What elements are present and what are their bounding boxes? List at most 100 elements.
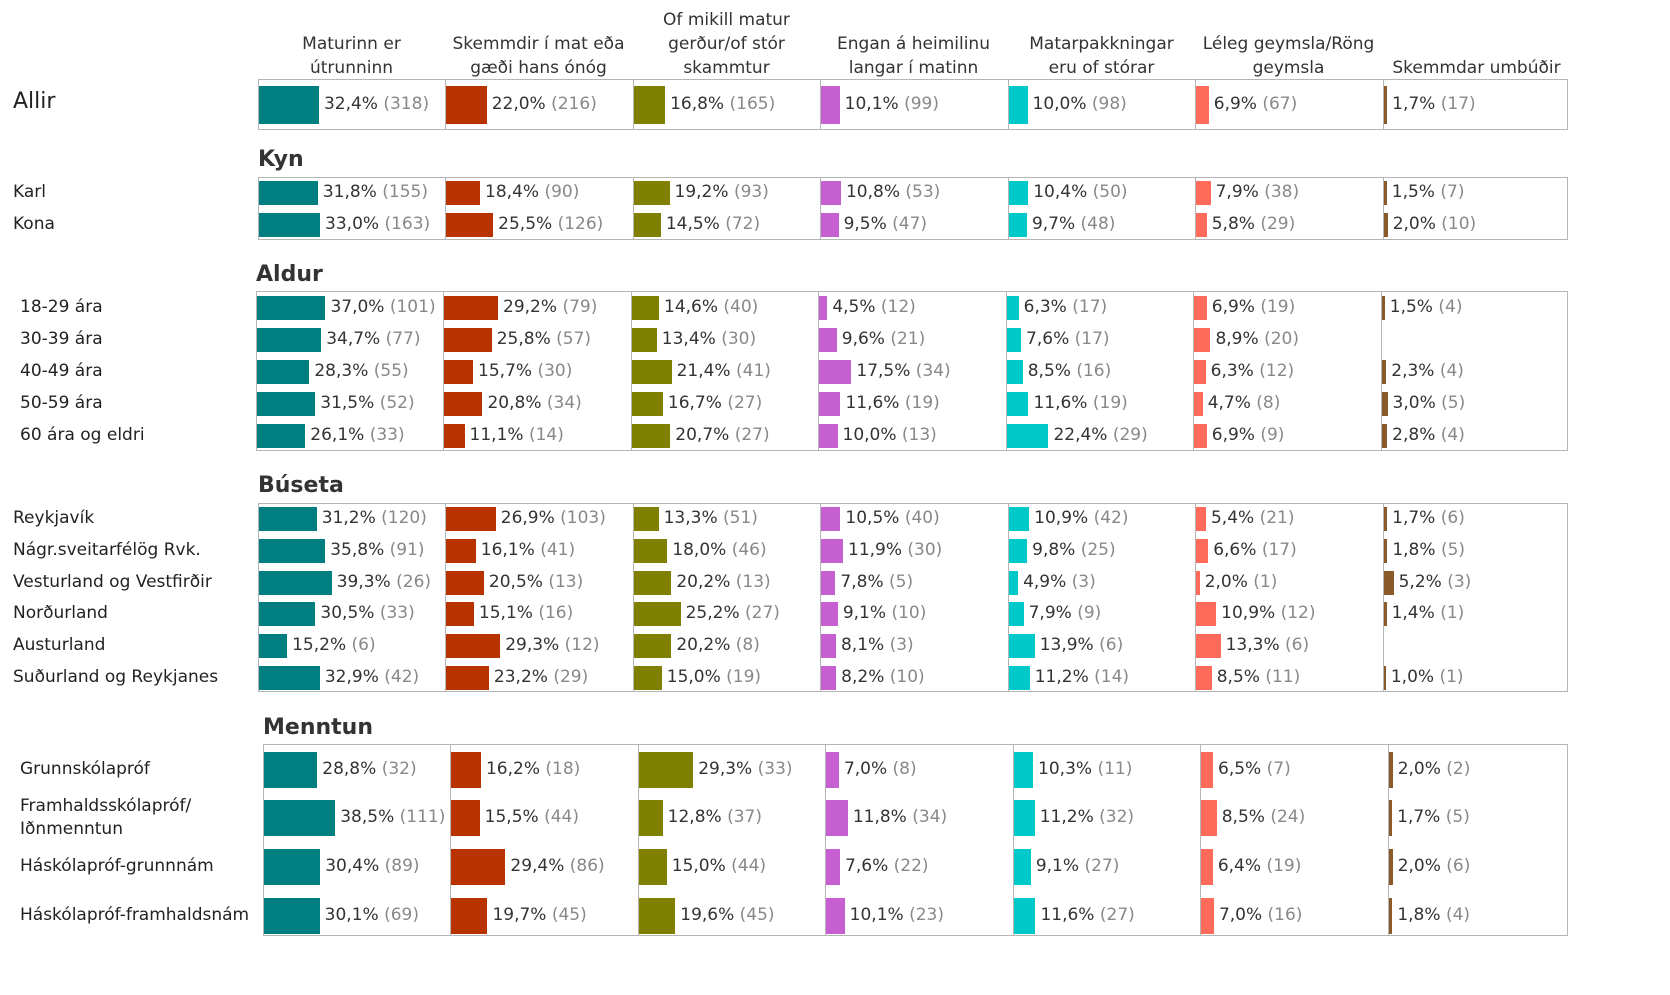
bar — [1382, 360, 1387, 384]
data-label: 13,3% (6) — [1226, 635, 1310, 655]
value-label: 1,5% — [1391, 182, 1435, 202]
data-label: 25,5% (126) — [498, 214, 603, 234]
value-label: 13,3% — [1225, 635, 1280, 655]
bar — [259, 539, 326, 563]
data-label: 1,8% (4) — [1397, 905, 1470, 925]
value-label: 11,6% — [1040, 905, 1095, 925]
bar — [1014, 898, 1036, 934]
data-label: 2,0% (1) — [1205, 572, 1278, 592]
data-label: 37,0% (101) — [330, 297, 435, 317]
bar — [826, 752, 839, 788]
bar — [257, 392, 316, 416]
count-label: (4) — [1439, 361, 1464, 381]
value-label: 8,5% — [1216, 667, 1260, 687]
value-label: 5,4% — [1210, 508, 1255, 528]
value-label: 20,7% — [675, 425, 730, 445]
column-divider — [633, 79, 634, 130]
count-label: (21) — [890, 329, 926, 349]
count-label: (79) — [562, 297, 598, 317]
count-label: (32) — [1099, 807, 1135, 827]
value-label: 15,0% — [671, 856, 726, 876]
value-label: 2,0% — [1392, 214, 1436, 234]
count-label: (98) — [1091, 94, 1127, 114]
count-label: (6) — [1440, 508, 1465, 528]
value-label: 28,3% — [314, 361, 369, 381]
value-label: 22,0% — [491, 94, 546, 114]
data-label: 1,7% (17) — [1392, 94, 1476, 114]
value-label: 10,1% — [849, 905, 904, 925]
data-label: 13,9% (6) — [1040, 635, 1124, 655]
data-label: 19,6% (45) — [680, 905, 774, 925]
column-header: Léleg geymsla/Röng geymsla — [1202, 34, 1375, 78]
count-label: (5) — [1441, 393, 1466, 413]
value-label: 22,4% — [1053, 425, 1108, 445]
bar — [826, 898, 845, 934]
value-label: 25,5% — [498, 214, 553, 234]
bar — [444, 328, 492, 352]
data-label: 2,0% (10) — [1393, 214, 1477, 234]
row-label: Háskólapróf-grunnnám — [20, 856, 214, 876]
bar — [821, 666, 837, 690]
data-label: 13,3% (51) — [664, 508, 758, 528]
bar — [821, 602, 838, 626]
value-label: 10,9% — [1034, 508, 1089, 528]
value-label: 16,8% — [670, 94, 725, 114]
count-label: (20) — [1264, 329, 1299, 349]
count-label: (17) — [1261, 540, 1297, 560]
data-label: 1,0% (1) — [1391, 667, 1464, 687]
data-label: 30,4% (89) — [325, 856, 419, 876]
column-divider — [825, 744, 826, 936]
value-label: 11,9% — [848, 540, 903, 560]
data-label: 4,9% (3) — [1023, 572, 1096, 592]
data-label: 25,8% (57) — [497, 329, 591, 349]
bar — [1194, 360, 1206, 384]
value-label: 11,6% — [845, 393, 900, 413]
count-label: (34) — [915, 361, 951, 381]
bar — [1194, 296, 1207, 320]
bar — [819, 392, 841, 416]
data-label: 30,1% (69) — [325, 905, 419, 925]
value-label: 6,6% — [1213, 540, 1257, 560]
value-label: 33,0% — [325, 214, 380, 234]
data-label: 6,9% (19) — [1212, 297, 1296, 317]
count-label: (3) — [889, 635, 914, 655]
value-label: 16,1% — [480, 540, 535, 560]
value-label: 6,9% — [1213, 94, 1257, 114]
count-label: (44) — [731, 856, 767, 876]
data-label: 30,5% (33) — [320, 603, 414, 623]
bar — [451, 752, 481, 788]
count-label: (29) — [1112, 425, 1148, 445]
column-divider — [1195, 79, 1196, 130]
bar — [446, 213, 494, 237]
value-label: 2,0% — [1397, 759, 1441, 779]
data-label: 5,8% (29) — [1212, 214, 1296, 234]
data-label: 14,6% (40) — [664, 297, 758, 317]
count-label: (1) — [1439, 667, 1464, 687]
count-label: (24) — [1270, 807, 1306, 827]
data-label: 38,5% (111) — [340, 807, 445, 827]
value-label: 9,8% — [1032, 540, 1076, 560]
value-label: 1,7% — [1397, 807, 1441, 827]
data-label: 13,4% (30) — [662, 329, 756, 349]
count-label: (101) — [389, 297, 436, 317]
bar — [1194, 328, 1211, 352]
count-label: (45) — [551, 905, 587, 925]
value-label: 26,9% — [500, 508, 555, 528]
value-label: 34,7% — [326, 329, 381, 349]
bar — [259, 602, 316, 626]
data-label: 18,4% (90) — [485, 182, 579, 202]
bar — [1009, 507, 1030, 531]
count-label: (16) — [538, 603, 574, 623]
value-label: 9,6% — [841, 329, 885, 349]
data-label: 2,8% (4) — [1392, 425, 1465, 445]
value-label: 31,5% — [320, 393, 375, 413]
data-label: 10,9% (42) — [1034, 508, 1128, 528]
value-label: 1,5% — [1389, 297, 1433, 317]
value-label: 10,1% — [844, 94, 899, 114]
value-label: 37,0% — [330, 297, 385, 317]
column-divider — [1195, 503, 1196, 692]
count-label: (5) — [1440, 540, 1466, 560]
count-label: (13) — [548, 572, 584, 592]
column-divider — [1008, 79, 1009, 130]
count-label: (3) — [1447, 572, 1472, 592]
